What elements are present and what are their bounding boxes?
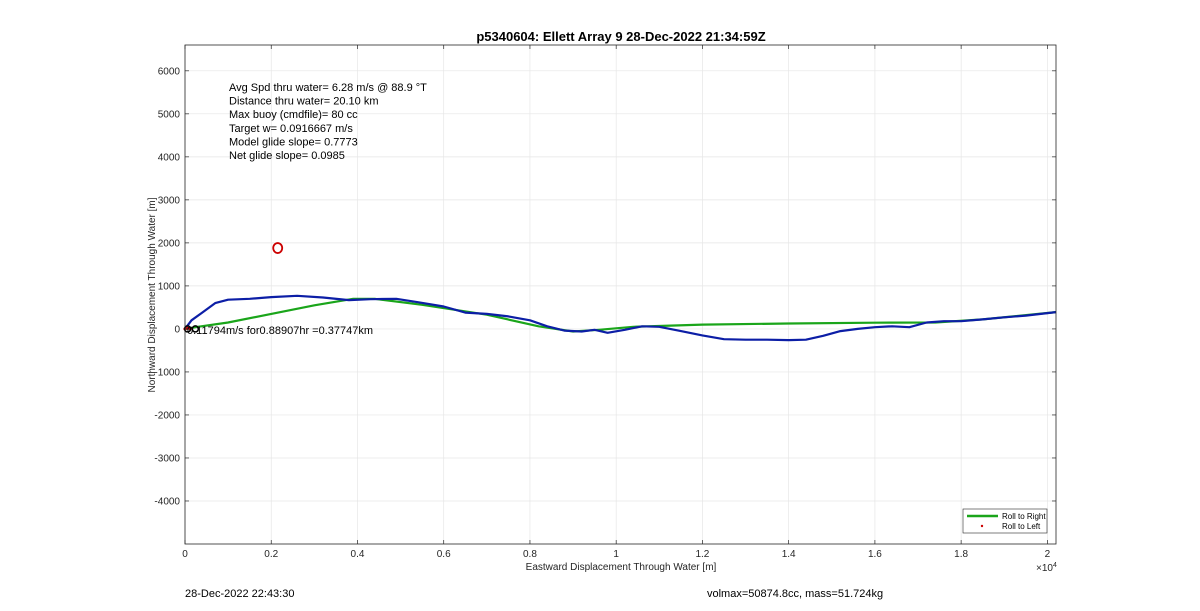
- series-roll-to-right: [184, 297, 1057, 333]
- x-tick-label: 1.6: [868, 549, 882, 560]
- legend-swatch-roll-left: [980, 524, 984, 528]
- start-marker: [183, 325, 192, 333]
- series-layer: [183, 242, 1057, 342]
- x-tick-label: 0.6: [437, 549, 451, 560]
- x-tick-label: 1: [613, 549, 619, 560]
- x-tick-label: 0.2: [264, 549, 278, 560]
- x-tick-label: 0.4: [351, 549, 365, 560]
- legend-label-roll-right: Roll to Right: [1002, 512, 1046, 521]
- axes-frame: [184, 44, 1057, 545]
- y-tick-label: 1000: [158, 281, 181, 292]
- x-exponent-power: 4: [1053, 562, 1057, 569]
- legend-label-roll-left: Roll to Left: [1002, 522, 1041, 531]
- info-line: Target w= 0.0916667 m/s: [229, 123, 353, 135]
- x-exponent-label: ×104: [1036, 562, 1057, 574]
- y-tick-label: 2000: [158, 238, 181, 249]
- x-axis-label: Eastward Displacement Through Water [m]: [526, 562, 717, 573]
- target-marker: [272, 242, 284, 254]
- x-tick-label: 1.2: [695, 549, 709, 560]
- tick-labels: 0 0.2 0.4 0.6 0.8 1 1.2 1.4 1.6 1.8 2 -4000 -3000 -20…: [154, 45, 1056, 560]
- x-tick-label: 0: [182, 549, 188, 560]
- y-tick-label: 6000: [158, 66, 181, 77]
- info-line: Distance thru water= 20.10 km: [229, 96, 379, 108]
- y-tick-label: -1000: [154, 367, 180, 378]
- segment-annotation: 0.11794m/s for0.88907hr =0.37747km: [187, 325, 373, 337]
- info-line: Model glide slope= 0.7773: [229, 136, 358, 148]
- y-tick-label: 4000: [158, 152, 181, 163]
- x-tick-label: 0.8: [523, 549, 537, 560]
- y-tick-label: -3000: [154, 453, 180, 464]
- y-tick-label: 5000: [158, 109, 181, 120]
- series-glider-track: [184, 294, 1057, 342]
- info-text-block: Avg Spd thru water= 6.28 m/s @ 88.9 °T Di…: [229, 82, 427, 162]
- info-line: Net glide slope= 0.0985: [229, 150, 345, 162]
- footer-volmax-mass: volmax=50874.8cc, mass=51.724kg: [707, 588, 884, 600]
- chart-title: p5340604: Ellett Array 9 28-Dec-2022 21:…: [476, 29, 765, 44]
- legend: Roll to Right Roll to Left: [962, 508, 1048, 534]
- x-tick-label: 2: [1045, 549, 1051, 560]
- x-tick-label: 1.4: [782, 549, 796, 560]
- y-tick-label: 0: [174, 324, 180, 335]
- y-axis-label: Northward Displacement Through Water [m]: [147, 197, 158, 392]
- footer-datetime: 28-Dec-2022 22:43:30: [185, 588, 295, 600]
- info-line: Avg Spd thru water= 6.28 m/s @ 88.9 °T: [229, 82, 427, 94]
- y-tick-label: -2000: [154, 410, 180, 421]
- grid-lines: [184, 45, 1056, 544]
- y-tick-label: 3000: [158, 195, 181, 206]
- info-line: Max buoy (cmdfile)= 80 cc: [229, 109, 358, 121]
- y-tick-label: -4000: [154, 496, 180, 507]
- x-tick-label: 1.8: [954, 549, 968, 560]
- start-marker: [191, 325, 200, 333]
